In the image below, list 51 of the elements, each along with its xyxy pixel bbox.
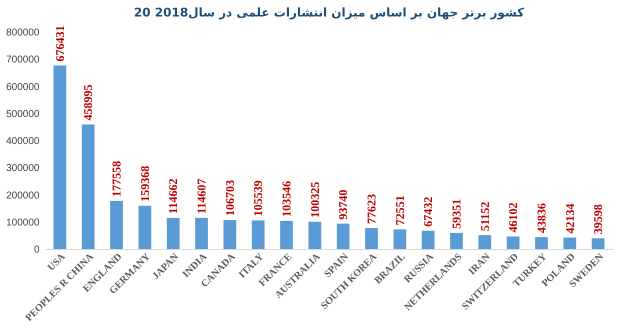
data-label: 93740 xyxy=(336,190,350,220)
bar xyxy=(450,232,463,249)
data-label: 105539 xyxy=(251,180,266,216)
data-label: 39598 xyxy=(591,204,606,234)
data-label: 177558 xyxy=(110,160,124,197)
data-label: 77623 xyxy=(364,194,378,224)
bar xyxy=(110,200,123,249)
data-label: 103546 xyxy=(280,180,294,217)
data-label: 59351 xyxy=(449,198,464,229)
data-label: 458995 xyxy=(81,84,96,120)
data-label: 106703 xyxy=(222,180,237,216)
data-label: 100325 xyxy=(308,182,322,218)
x-tick-label: USA xyxy=(46,250,68,274)
bar xyxy=(393,229,406,249)
y-tick-label: 300000 xyxy=(6,163,40,174)
data-label: 676431 xyxy=(52,26,67,62)
bar xyxy=(422,230,435,249)
data-label: 51152 xyxy=(478,202,492,232)
bar xyxy=(223,220,236,249)
bar xyxy=(365,228,378,249)
bar xyxy=(138,206,152,249)
y-tick-label: 700000 xyxy=(6,54,40,66)
data-label: 159368 xyxy=(138,166,152,202)
data-label: 42134 xyxy=(562,204,577,234)
bar xyxy=(54,66,66,249)
chart-title: 20 کشور برتر جهان بر اساس میزان انتشارات علمی در سال2018 xyxy=(134,6,524,20)
y-tick-label: 800000 xyxy=(6,28,40,38)
bar xyxy=(195,218,208,249)
y-tick-label: 0 xyxy=(34,244,40,256)
bar xyxy=(82,124,95,249)
bar xyxy=(336,224,350,249)
data-label: 72551 xyxy=(392,195,407,226)
data-label: 43836 xyxy=(534,203,548,234)
bar xyxy=(308,222,322,249)
bar xyxy=(563,238,576,249)
data-label: 67432 xyxy=(421,196,436,227)
bar xyxy=(592,238,604,249)
bar xyxy=(478,235,492,249)
y-tick-label: 400000 xyxy=(6,136,40,147)
data-label: 46102 xyxy=(506,202,520,232)
y-tick-label: 600000 xyxy=(6,82,40,93)
data-label: 114607 xyxy=(194,178,209,214)
y-tick-label: 200000 xyxy=(6,190,40,202)
bar xyxy=(252,220,265,249)
bar xyxy=(166,218,180,249)
y-tick-label: 100000 xyxy=(6,217,40,228)
data-label: 114662 xyxy=(166,178,180,214)
y-tick-label: 500000 xyxy=(6,108,40,120)
bar xyxy=(506,236,520,249)
bar xyxy=(280,220,293,249)
bar xyxy=(535,237,548,249)
